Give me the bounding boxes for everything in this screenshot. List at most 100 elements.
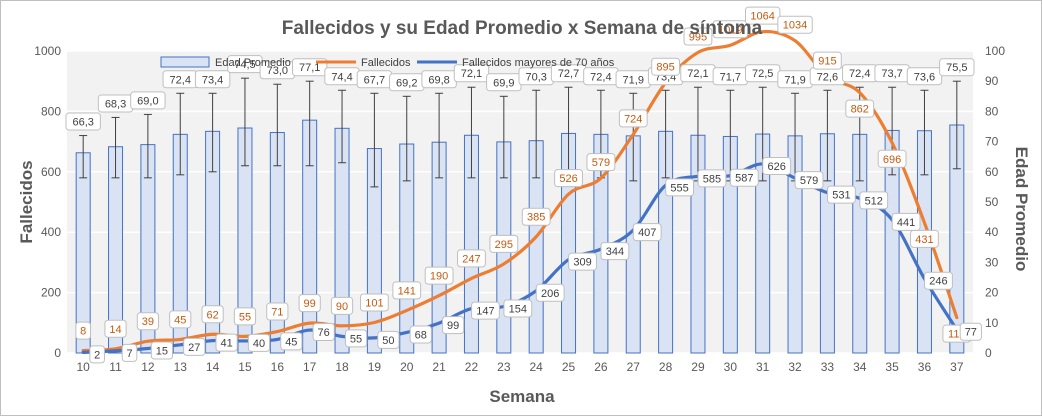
x-tick-label: 35 (885, 360, 899, 374)
y-tick-label: 400 (41, 225, 61, 239)
bar-data-label: 71,9 (623, 74, 644, 86)
fallecidos-data-label-box (651, 57, 681, 76)
x-tick-label: 10 (76, 360, 90, 374)
legend-swatch-bar (160, 56, 210, 68)
mayores70-data-label: 15 (156, 345, 168, 357)
axis-ticks: 0 200 400 600 800 1000 0 10 20 30 40 50 60 70 80 90 100 1… (34, 44, 1005, 374)
mayores70-data-label-box (632, 223, 662, 242)
fallecidos-data-label: 431 (915, 234, 933, 246)
fallecidos-data-label: 385 (527, 212, 545, 224)
mayores70-data-label-box (665, 178, 695, 197)
fallecidos-data-label: 995 (689, 32, 707, 44)
mayores70-data-label-box (697, 169, 727, 188)
error-bars (79, 77, 961, 188)
mayores70-data-label-box (121, 343, 138, 362)
x-tick-label: 26 (594, 360, 608, 374)
mayores70-data-label: 99 (447, 320, 459, 332)
bar-data-label: 75,5 (946, 62, 967, 74)
y2-tick-label: 40 (985, 225, 999, 239)
mayores70-data-label-box (442, 316, 465, 335)
x-tick-label: 22 (465, 360, 479, 374)
fallecidos-data-label-box (104, 319, 127, 338)
mayores70-data-label: 344 (606, 246, 624, 258)
fallecidos-data-label: 862 (851, 104, 869, 116)
fallecidos-data-label: 1034 (783, 20, 807, 32)
mayores70-data-label-box (568, 252, 597, 271)
fallecidos-data-label: 1064 (750, 11, 774, 23)
mayores70-data-label-box (89, 345, 105, 364)
mayores70-data-label: 531 (832, 190, 850, 202)
bar-data-label: 73,7 (881, 68, 902, 80)
y-axis-title: Fallecidos (17, 160, 36, 243)
bar-data-label: 66,3 (72, 117, 93, 129)
mayores70-data-label: 27 (188, 342, 200, 354)
bar-data-label: 68,3 (105, 98, 126, 110)
fallecidos-data-label-box (359, 293, 389, 312)
fallecidos-data-label-box (554, 169, 583, 188)
bar-data-label: 72,5 (752, 68, 773, 80)
x-tick-label: 16 (271, 360, 285, 374)
bar-data-label: 72,1 (461, 68, 482, 80)
bar-data-label: 72,1 (687, 68, 708, 80)
bar-data-label-box (453, 64, 490, 83)
x-tick-label: 17 (303, 360, 317, 374)
bar-data-label: 69,9 (493, 77, 514, 89)
bar-data-label: 74,4 (331, 71, 352, 83)
bar-data-label: 73,4 (202, 74, 223, 86)
x-tick-label: 23 (497, 360, 511, 374)
fallecidos-data-label: 579 (592, 157, 610, 169)
mayores70-data-label: 55 (350, 333, 362, 345)
bar-data-label-box (906, 67, 943, 86)
mayores70-data-label: 407 (638, 227, 656, 239)
chart-title: Fallecidos y su Edad Promedio x Semana d… (282, 18, 763, 39)
fallecidos-data-label-box (744, 6, 781, 25)
mayores70-data-label: 441 (897, 217, 915, 229)
fallecidos-data-label-box (392, 281, 422, 300)
fallecidos-data-label: 1019 (718, 24, 742, 36)
x-tick-label: 18 (335, 360, 349, 374)
mayores70-data-label: 512 (865, 195, 883, 207)
bar-data-label: 71,7 (720, 71, 741, 83)
bar-data-label: 73,0 (267, 65, 288, 77)
fallecidos-data-label-box (812, 51, 842, 70)
bar-data-label: 73,6 (914, 71, 935, 83)
mayores70-data-label-box (535, 283, 565, 302)
y2-tick-label: 60 (985, 165, 999, 179)
x-tick-label: 11 (109, 360, 122, 374)
bar-data-label: 72,7 (558, 68, 579, 80)
fallecidos-data-label-box (777, 15, 813, 34)
fallecidos-data-label-box (330, 296, 354, 315)
bar-data-label: 77,1 (299, 62, 320, 74)
fallecidos-data-label-box (489, 234, 519, 253)
x-tick-label: 29 (691, 360, 705, 374)
mayores70-data-label: 41 (220, 338, 232, 350)
legend-label-edad: Edad Promedio (215, 57, 291, 69)
fallecidos-data-label-box (169, 310, 192, 329)
mayores70-data-label-box (312, 323, 335, 342)
bar-data-label: 72,4 (849, 68, 870, 80)
fallecidos-data-label-box (521, 207, 551, 226)
bar-data-label: 74,5 (234, 59, 255, 71)
x-tick-label: 33 (821, 360, 835, 374)
x-tick-label: 21 (432, 360, 446, 374)
bar-data-label: 71,9 (784, 74, 805, 86)
bar-data-label-box (130, 91, 166, 110)
x-tick-label: 31 (756, 360, 770, 374)
mayores70-data-label: 45 (285, 336, 297, 348)
x-tick-label: 37 (950, 360, 964, 374)
x-tick-label: 28 (659, 360, 673, 374)
mayores70-data-label: 206 (541, 288, 559, 300)
bar-data-label: 69,2 (396, 77, 417, 89)
fallecidos-data-label-box (457, 249, 486, 268)
fallecidos-data-label: 90 (336, 301, 348, 313)
fallecidos-data-label: 141 (398, 285, 416, 297)
legend-label-mayores70: Fallecidos mayores de 70 años (462, 57, 615, 69)
bar-data-label: 70,3 (525, 71, 546, 83)
y2-tick-label: 50 (985, 195, 999, 209)
y2-tick-label: 80 (985, 104, 999, 118)
mayores70-data-label-box (762, 156, 792, 175)
fallecidos-data-label: 696 (883, 154, 901, 166)
fallecidos-data-label-box (683, 27, 713, 46)
bar-data-label: 72,4 (590, 71, 611, 83)
